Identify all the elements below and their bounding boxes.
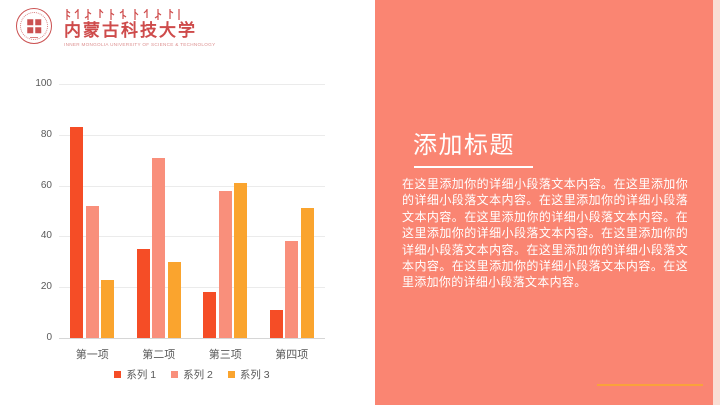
bar-chart: 0 20 40 60 80 100 第一项 第二项 第三项 第四项 系列 1 系列 2 系列 3 [35,78,325,381]
chart-bars [59,84,325,338]
bar [300,208,314,338]
panel-body-text: 在这里添加你的详细小段落文本内容。在这里添加你的详细小段落文本内容。在这里添加你… [402,177,688,290]
panel-title: 添加标题 [413,132,515,159]
right-edge-strip [713,0,720,405]
y-tick-label: 0 [46,332,52,343]
x-tick-label: 第四项 [275,349,309,361]
x-tick-label: 第三项 [208,349,242,361]
gridline-40 [59,236,325,238]
gridline-60 [59,185,325,187]
seal-ring [20,12,48,40]
mongolian-script-icon [66,9,180,20]
bar [234,183,248,338]
bar [85,205,99,338]
bar [152,157,166,338]
chart-x-axis: 第一项 第二项 第三项 第四项 [59,346,325,362]
x-tick-label: 第一项 [75,349,109,361]
chart-legend: 系列 1 系列 2 系列 3 [59,367,325,382]
bar [167,261,181,338]
bar [136,249,150,338]
y-tick-label: 80 [40,128,52,140]
legend-swatch-icon [114,371,122,378]
y-tick-label: 100 [35,78,52,89]
bar [203,292,217,338]
gridline-80 [59,134,325,136]
legend-label: 系列 2 [183,369,213,381]
university-name-en: INNER MONGOLIA UNIVERSITY OF SCIENCE & T… [64,42,216,48]
x-tick-label: 第二项 [142,349,176,361]
university-logo: 内蒙古科技大学 INNER MONGOLIA UNIVERSITY OF SCI… [16,8,325,51]
y-tick-label: 40 [40,230,52,242]
bar-group-2 [136,84,181,338]
title-underline [414,166,533,168]
accent-line [597,384,703,386]
gridline-100 [59,84,325,85]
university-name-cn: 内蒙古科技大学 [64,21,197,41]
bar-group-4 [269,84,314,338]
legend-item: 系列 1 [114,367,156,382]
bar [70,127,84,338]
logo-text-block: 内蒙古科技大学 INNER MONGOLIA UNIVERSITY OF SCI… [64,8,325,51]
university-seal-icon [16,8,52,44]
y-tick-label: 60 [40,179,52,191]
bar [269,310,283,338]
bar [285,241,299,338]
bar-group-3 [203,84,248,338]
legend-swatch-icon [171,371,179,378]
legend-item: 系列 2 [171,367,213,382]
content-panel: 添加标题 在这里添加你的详细小段落文本内容。在这里添加你的详细小段落文本内容。在… [375,0,713,405]
legend-swatch-icon [227,371,235,378]
gridline-20 [59,287,325,289]
bar-group-1 [70,84,115,338]
bar [218,190,232,338]
seal-mark [30,36,38,38]
gridline-0 [59,338,325,339]
seal-characters [27,19,41,33]
bar [101,279,115,338]
legend-label: 系列 3 [239,369,270,381]
y-tick-label: 20 [40,281,52,293]
legend-item: 系列 3 [227,367,270,382]
legend-label: 系列 1 [126,369,157,381]
